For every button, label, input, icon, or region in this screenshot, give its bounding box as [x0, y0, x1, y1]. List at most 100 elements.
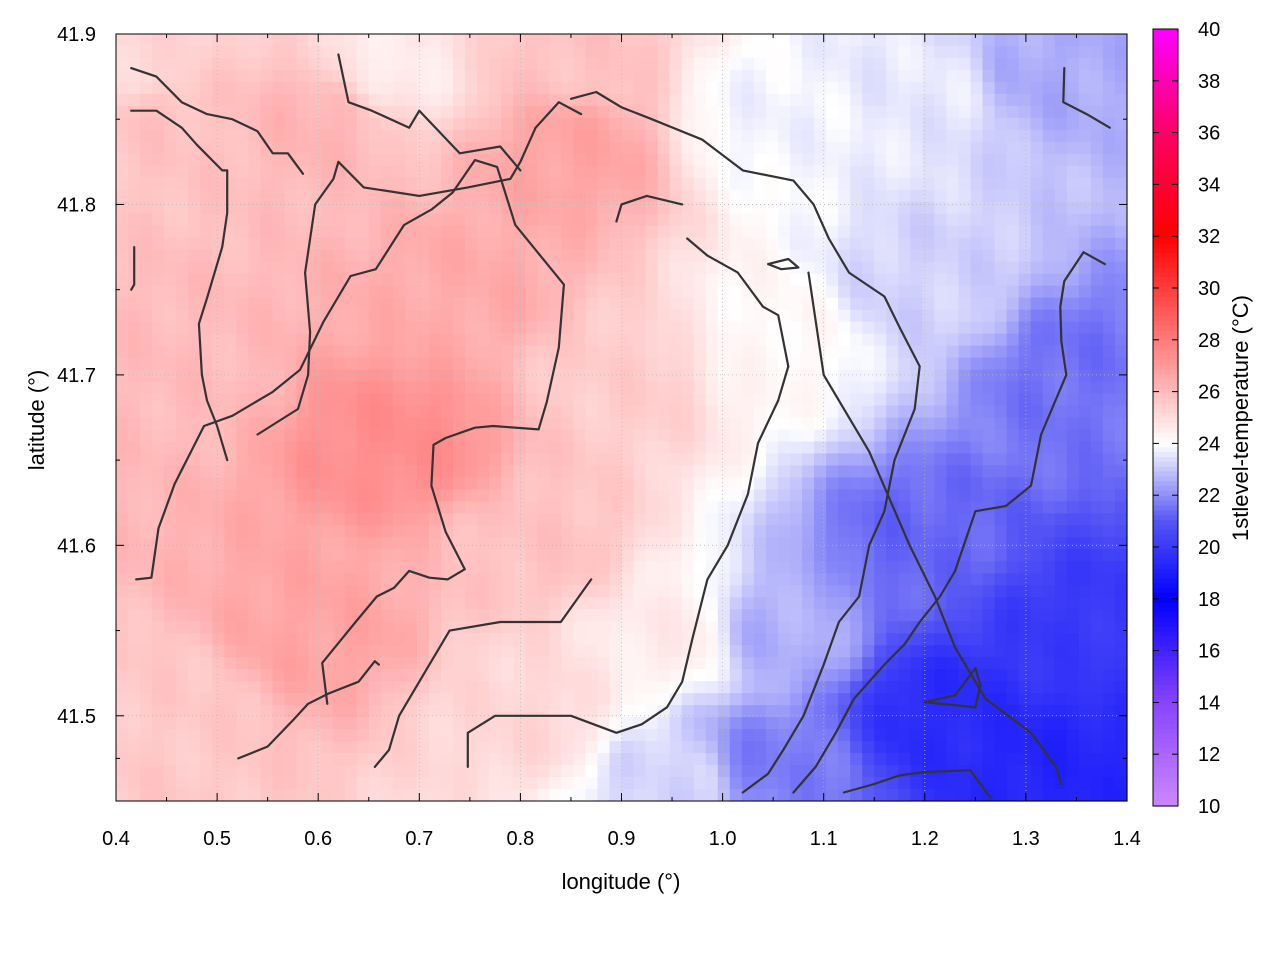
heat-cell — [886, 681, 899, 694]
heat-cell — [1030, 525, 1044, 538]
heat-cell — [260, 597, 274, 610]
heat-cell — [224, 501, 237, 514]
heat-cell — [188, 549, 201, 562]
heat-cell — [1018, 573, 1032, 586]
heat-cell — [982, 285, 996, 299]
heat-cell — [705, 609, 719, 622]
heat-cell — [525, 429, 538, 443]
heat-cell — [513, 789, 526, 802]
heat-cell — [982, 69, 996, 83]
heat-cell — [1042, 453, 1056, 467]
heat-cell — [212, 621, 225, 634]
heat-cell — [982, 621, 996, 634]
heat-cell — [1030, 34, 1044, 47]
heat-cell — [284, 333, 298, 347]
heat-cell — [838, 201, 851, 215]
heat-cell — [717, 34, 731, 47]
heat-cell — [164, 225, 177, 239]
heat-cell — [212, 333, 225, 347]
heat-cell — [212, 153, 225, 167]
heat-cell — [164, 34, 177, 47]
heat-cell — [236, 189, 249, 203]
heat-cell — [1006, 129, 1020, 143]
heat-cell — [152, 153, 165, 167]
heat-cell — [585, 441, 599, 455]
heat-cell — [946, 69, 960, 83]
heat-cell — [1030, 105, 1044, 119]
heat-cell — [669, 669, 683, 682]
heat-cell — [501, 57, 514, 71]
heat-cell — [368, 141, 382, 155]
heat-cell — [260, 537, 274, 550]
heat-cell — [717, 273, 731, 287]
heat-cell — [453, 525, 466, 538]
heat-cell — [1030, 165, 1044, 179]
heat-cell — [922, 741, 936, 754]
heat-cell — [621, 765, 635, 778]
heat-cell — [826, 273, 839, 287]
heat-cell — [765, 705, 779, 718]
heat-cell — [633, 609, 647, 622]
heat-cell — [296, 453, 310, 467]
heat-cell — [777, 165, 791, 179]
heat-cell — [669, 729, 683, 742]
heat-cell — [765, 153, 779, 167]
heat-cell — [1054, 93, 1068, 107]
heat-cell — [657, 81, 671, 95]
heat-cell — [1006, 345, 1020, 359]
heat-cell — [501, 237, 514, 251]
heat-cell — [116, 237, 129, 251]
heat-cell — [200, 633, 213, 646]
heat-cell — [645, 561, 659, 574]
heat-cell — [332, 129, 346, 143]
heat-cell — [561, 57, 574, 71]
heat-cell — [416, 561, 430, 574]
heat-cell — [284, 309, 298, 323]
heat-cell — [633, 34, 647, 47]
heat-cell — [838, 273, 851, 287]
heat-cell — [946, 141, 960, 155]
heat-cell — [284, 573, 298, 586]
heat-cell — [501, 429, 514, 443]
heat-cell — [970, 717, 984, 730]
heat-cell — [561, 777, 574, 790]
heat-cell — [970, 633, 984, 646]
heat-cell — [525, 597, 538, 610]
heat-cell — [200, 201, 213, 215]
heat-cell — [260, 129, 274, 143]
heat-cell — [465, 717, 478, 730]
heat-cell — [561, 141, 574, 155]
heat-cell — [416, 753, 430, 766]
heat-cell — [958, 237, 972, 251]
heat-cell — [621, 753, 635, 766]
heat-cell — [777, 705, 791, 718]
heat-cell — [164, 633, 177, 646]
heat-cell — [1006, 669, 1020, 682]
heat-cell — [970, 777, 984, 790]
heat-cell — [344, 585, 358, 598]
heat-cell — [428, 381, 442, 395]
heat-cell — [802, 333, 815, 347]
heat-cell — [946, 417, 960, 431]
heat-cell — [501, 477, 514, 490]
heat-cell — [489, 453, 502, 467]
heat-cell — [814, 693, 827, 706]
heat-cell — [477, 465, 490, 479]
heat-cell — [874, 273, 887, 287]
heat-cell — [380, 249, 394, 263]
heat-cell — [705, 57, 719, 71]
heat-cell — [525, 261, 538, 275]
heat-cell — [465, 693, 478, 706]
heat-cell — [176, 69, 189, 83]
heat-cell — [898, 117, 911, 131]
heat-cell — [332, 453, 346, 467]
heat-cell — [320, 273, 334, 287]
heat-cell — [838, 669, 851, 682]
heat-cell — [465, 453, 478, 467]
heat-cell — [537, 753, 550, 766]
heat-cell — [597, 93, 611, 107]
heat-cell — [958, 789, 972, 802]
heat-cell — [272, 753, 286, 766]
heat-cell — [272, 225, 286, 239]
heat-cell — [886, 321, 899, 335]
